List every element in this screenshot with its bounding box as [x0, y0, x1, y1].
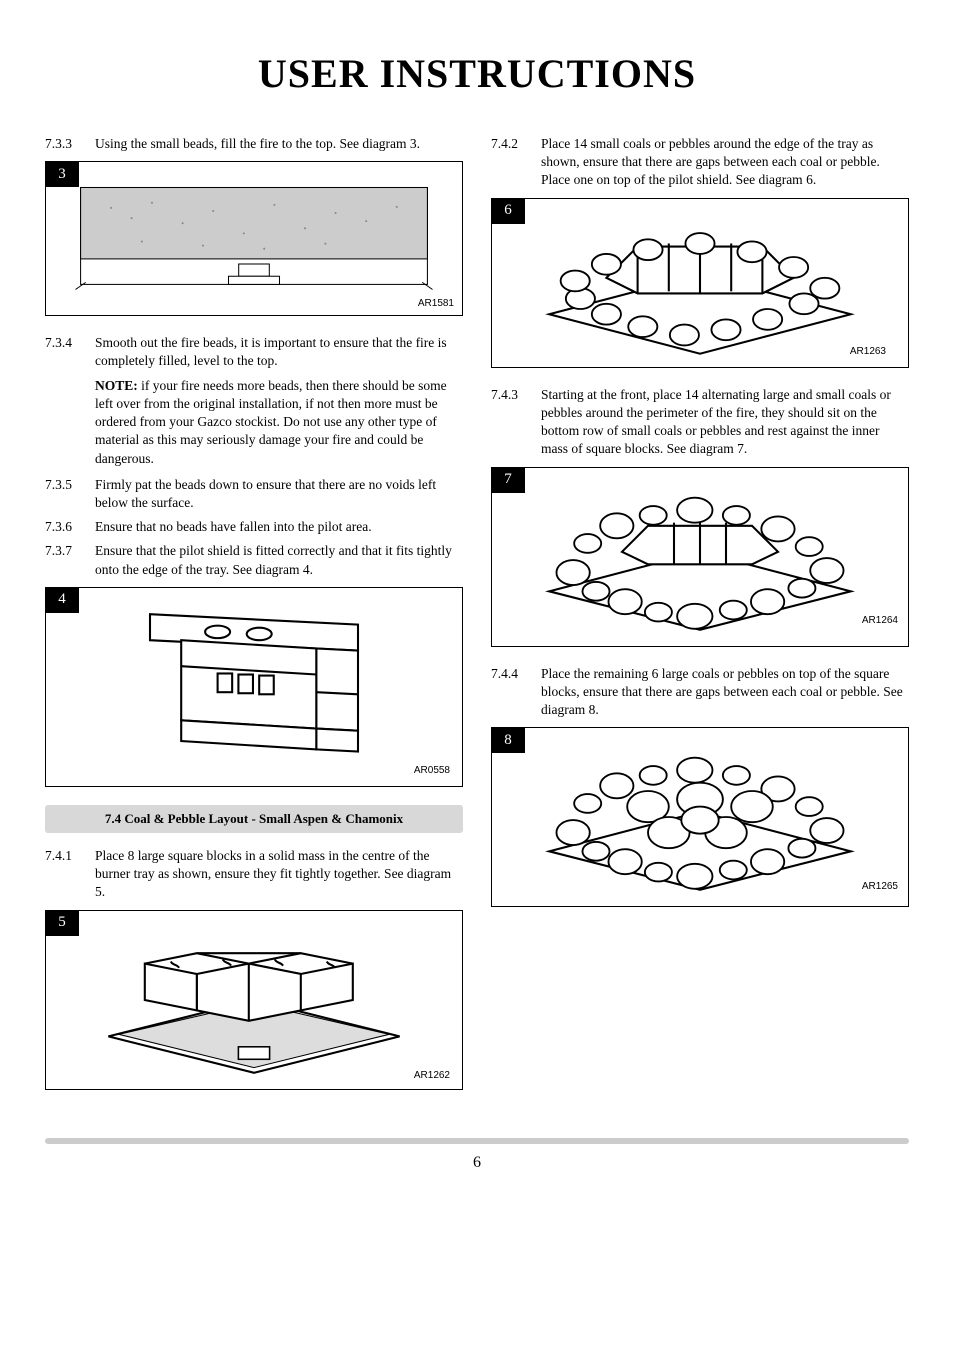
- instruction-text: Place the remaining 6 large coals or peb…: [541, 665, 909, 720]
- note-text: if your fire needs more beads, then ther…: [95, 378, 447, 466]
- diagram-8-art: [492, 728, 908, 906]
- instruction-735: 7.3.5 Firmly pat the beads down to ensur…: [45, 476, 463, 512]
- instruction-number: 7.4.4: [491, 665, 533, 720]
- instruction-text: Place 8 large square blocks in a solid m…: [95, 847, 463, 902]
- instruction-number: 7.4.3: [491, 386, 533, 459]
- diagram-ref: AR0558: [414, 765, 450, 776]
- diagram-7-art: [492, 468, 908, 646]
- diagram-ref: AR1581: [418, 298, 454, 309]
- diagram-ref: AR1264: [862, 615, 898, 626]
- diagram-3: 3 AR1581: [45, 161, 463, 316]
- instruction-733: 7.3.3 Using the small beads, fill the fi…: [45, 135, 463, 153]
- left-column: 7.3.3 Using the small beads, fill the fi…: [45, 135, 463, 1108]
- instruction-number: 7.4.1: [45, 847, 87, 902]
- footer-rule: [45, 1138, 909, 1144]
- diagram-badge: 8: [491, 727, 525, 753]
- instruction-741: 7.4.1 Place 8 large square blocks in a s…: [45, 847, 463, 902]
- instruction-number: 7.3.7: [45, 542, 87, 578]
- diagram-ref: AR1262: [414, 1070, 450, 1081]
- instruction-734: 7.3.4 Smooth out the fire beads, it is i…: [45, 334, 463, 370]
- diagram-6-art: [492, 199, 908, 367]
- instruction-text: Smooth out the fire beads, it is importa…: [95, 334, 463, 370]
- instruction-text: Starting at the front, place 14 alternat…: [541, 386, 909, 459]
- diagram-badge: 7: [491, 467, 525, 493]
- diagram-6: 6 AR1263: [491, 198, 909, 368]
- instruction-742: 7.4.2 Place 14 small coals or pebbles ar…: [491, 135, 909, 190]
- diagram-4: 4 AR0558: [45, 587, 463, 787]
- diagram-7: 7 AR1264: [491, 467, 909, 647]
- instruction-number: 7.3.4: [45, 334, 87, 370]
- instruction-number: 7.3.3: [45, 135, 87, 153]
- diagram-4-art: [46, 588, 462, 786]
- instruction-text: Using the small beads, fill the fire to …: [95, 135, 463, 153]
- instruction-744: 7.4.4 Place the remaining 6 large coals …: [491, 665, 909, 720]
- instruction-number: 7.3.5: [45, 476, 87, 512]
- diagram-8: 8 AR1265: [491, 727, 909, 907]
- diagram-badge: 6: [491, 198, 525, 224]
- instruction-text: Ensure that no beads have fallen into th…: [95, 518, 463, 536]
- diagram-badge: 3: [45, 161, 79, 187]
- diagram-5-art: [46, 911, 462, 1089]
- diagram-5: 5: [45, 910, 463, 1090]
- instruction-text: Firmly pat the beads down to ensure that…: [95, 476, 463, 512]
- diagram-badge: 4: [45, 587, 79, 613]
- instruction-text: Place 14 small coals or pebbles around t…: [541, 135, 909, 190]
- page-title: USER INSTRUCTIONS: [45, 50, 909, 97]
- instruction-text: Ensure that the pilot shield is fitted c…: [95, 542, 463, 578]
- section-74-heading: 7.4 Coal & Pebble Layout - Small Aspen &…: [45, 805, 463, 833]
- instruction-743: 7.4.3 Starting at the front, place 14 al…: [491, 386, 909, 459]
- diagram-badge: 5: [45, 910, 79, 936]
- content-columns: 7.3.3 Using the small beads, fill the fi…: [45, 135, 909, 1108]
- instruction-number: 7.3.6: [45, 518, 87, 536]
- page-number: 6: [45, 1154, 909, 1172]
- instruction-736: 7.3.6 Ensure that no beads have fallen i…: [45, 518, 463, 536]
- diagram-3-art: [46, 162, 462, 315]
- note-label: NOTE:: [95, 378, 138, 393]
- instruction-737: 7.3.7 Ensure that the pilot shield is fi…: [45, 542, 463, 578]
- diagram-ref: AR1263: [850, 346, 886, 357]
- right-column: 7.4.2 Place 14 small coals or pebbles ar…: [491, 135, 909, 1108]
- instruction-number: 7.4.2: [491, 135, 533, 190]
- diagram-ref: AR1265: [862, 881, 898, 892]
- note-734: NOTE: if your fire needs more beads, the…: [95, 377, 463, 468]
